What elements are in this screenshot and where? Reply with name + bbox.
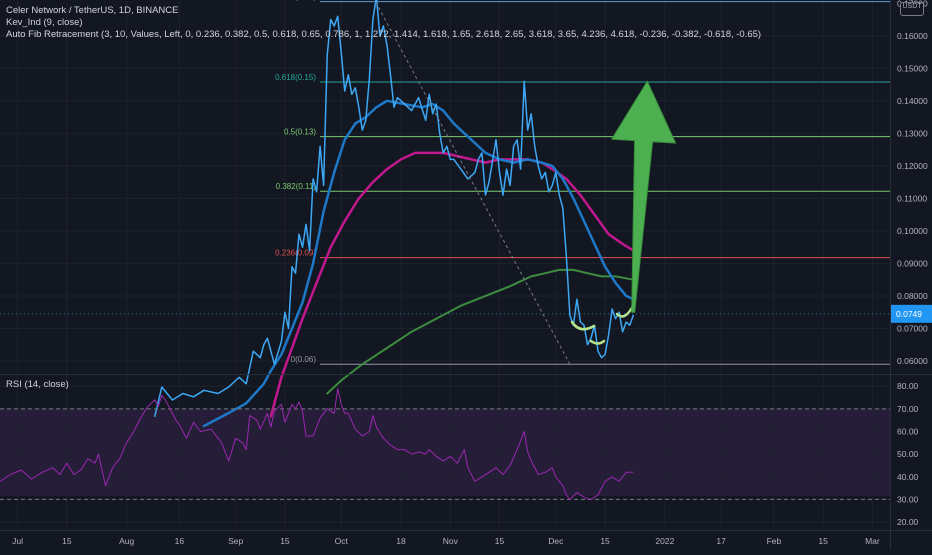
rsi-indicator-title[interactable]: RSI (14, close) <box>6 379 69 390</box>
time-tick-label: Aug <box>119 536 134 546</box>
rsi-tick-label: 70.00 <box>897 404 919 414</box>
last-price-value: 0.0749 <box>896 309 922 319</box>
indicator-auto-fib[interactable]: Auto Fib Retracement (3, 10, Values, Lef… <box>6 29 762 40</box>
price-tick-label: 0.07000 <box>897 323 928 333</box>
bottom-marker-left <box>570 320 596 331</box>
last-price-tag: 0.0749 <box>891 304 932 323</box>
series-ma-fast <box>202 99 635 428</box>
rsi-tick-label: 20.00 <box>897 517 919 527</box>
time-tick-label: 15 <box>818 536 828 546</box>
time-tick-label: Mar <box>865 536 880 546</box>
bottom-marker-middle <box>589 339 606 345</box>
rsi-layer <box>0 388 890 500</box>
indicator-kev-ind[interactable]: Kev_Ind (9, close) <box>6 17 83 28</box>
time-tick-label: Jul <box>12 536 23 546</box>
currency-button[interactable]: USDT <box>900 2 924 16</box>
price-tick-label: 0.06000 <box>897 356 928 366</box>
rsi-tick-label: 80.00 <box>897 381 919 391</box>
time-tick-label: 17 <box>716 536 726 546</box>
fib-label: 0.618(0.15) <box>275 73 316 82</box>
time-tick-label: 2022 <box>655 536 674 546</box>
time-tick-label: 18 <box>396 536 406 546</box>
price-tick-label: 0.11000 <box>897 193 927 203</box>
time-axis[interactable]: Jul 15 Aug 16 Sep 15 Oct 18 Nov 15 Dec 15 2022 17 Feb 1… <box>12 536 880 546</box>
fib-label: 0.786(0.17) <box>275 0 316 2</box>
time-tick-label: Sep <box>228 536 243 546</box>
price-tick-label: 0.16000 <box>897 31 928 41</box>
symbol-title[interactable]: Celer Network / TetherUS, 1D, BINANCE <box>6 5 179 16</box>
price-tick-label: 0.15000 <box>897 63 928 73</box>
annotations <box>374 0 677 365</box>
rsi-tick-label: 60.00 <box>897 426 919 436</box>
time-tick-label: 15 <box>62 536 72 546</box>
price-tick-label: 0.12000 <box>897 161 928 171</box>
rsi-tick-label: 30.00 <box>897 494 919 504</box>
rsi-axis[interactable]: 80.00 70.00 60.00 50.00 40.00 30.00 20.00 <box>897 381 919 527</box>
time-tick-label: Dec <box>548 536 564 546</box>
fib-label: 0.382(0.11) <box>276 182 317 191</box>
price-tick-label: 0.14000 <box>897 96 928 106</box>
series-ma-mid <box>269 151 635 418</box>
time-tick-label: 15 <box>280 536 290 546</box>
time-tick-label: Oct <box>335 536 349 546</box>
time-tick-label: Nov <box>443 536 459 546</box>
time-tick-label: 15 <box>495 536 505 546</box>
price-tick-label: 0.09000 <box>897 258 928 268</box>
series-rsi <box>0 388 634 500</box>
price-series-layer <box>154 0 635 428</box>
fib-label: 0(0.06) <box>291 355 317 364</box>
rsi-tick-label: 40.00 <box>897 472 919 482</box>
rsi-tick-label: 50.00 <box>897 449 919 459</box>
grid <box>0 0 890 530</box>
green-up-arrow <box>610 80 677 313</box>
last-price-tag-bg <box>891 304 932 323</box>
fib-label: 0.236(0.09) <box>275 249 316 258</box>
series-ma-slow <box>326 268 635 395</box>
rsi-band-fill <box>0 409 890 496</box>
time-tick-label: Feb <box>767 536 782 546</box>
fib-label: 0.5(0.13) <box>284 128 316 137</box>
price-tick-label: 0.13000 <box>897 128 928 138</box>
price-tick-label: 0.08000 <box>897 291 928 301</box>
price-tick-label: 0.10000 <box>897 226 928 236</box>
time-tick-label: 16 <box>175 536 185 546</box>
time-tick-label: 15 <box>600 536 610 546</box>
